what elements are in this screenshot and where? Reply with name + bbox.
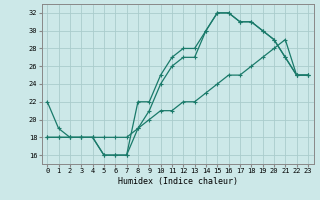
X-axis label: Humidex (Indice chaleur): Humidex (Indice chaleur) xyxy=(118,177,237,186)
